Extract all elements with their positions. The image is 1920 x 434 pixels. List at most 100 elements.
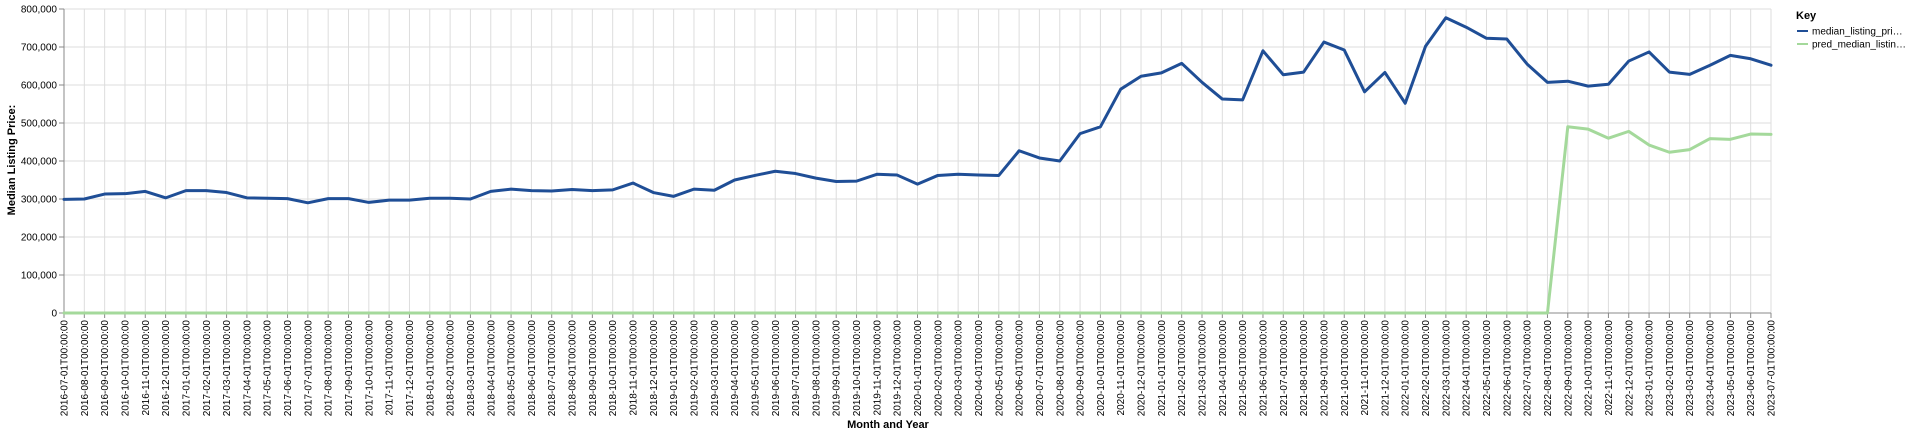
x-tick-label: 2020-05-01T00:00:00 — [994, 320, 1005, 417]
x-tick-label: 2016-08-01T00:00:00 — [80, 320, 91, 417]
x-tick-label: 2017-03-01T00:00:00 — [222, 320, 233, 417]
x-tick-label: 2022-08-01T00:00:00 — [1543, 320, 1554, 417]
x-tick-label: 2023-07-01T00:00:00 — [1767, 320, 1778, 417]
x-tick-label: 2022-07-01T00:00:00 — [1523, 320, 1534, 417]
x-tick-label: 2018-06-01T00:00:00 — [527, 320, 538, 417]
x-tick-label: 2023-03-01T00:00:00 — [1685, 320, 1696, 417]
x-tick-label: 2019-06-01T00:00:00 — [771, 320, 782, 417]
x-tick-label: 2020-03-01T00:00:00 — [954, 320, 965, 417]
x-tick-label: 2020-08-01T00:00:00 — [1055, 320, 1066, 417]
x-tick-label: 2016-12-01T00:00:00 — [161, 320, 172, 417]
x-tick-label: 2019-12-01T00:00:00 — [893, 320, 904, 417]
x-tick-label: 2023-02-01T00:00:00 — [1665, 320, 1676, 417]
x-tick-label: 2022-09-01T00:00:00 — [1563, 320, 1574, 417]
y-tick-label: 300,000 — [21, 195, 58, 206]
x-tick-label: 2019-05-01T00:00:00 — [750, 320, 761, 417]
x-tick-label: 2019-09-01T00:00:00 — [832, 320, 843, 417]
series-line-median-listing-pri — [62, 16, 1773, 205]
x-tick-label: 2023-04-01T00:00:00 — [1706, 320, 1717, 417]
x-tick-label: 2022-05-01T00:00:00 — [1482, 320, 1493, 417]
x-tick-label: 2018-11-01T00:00:00 — [629, 320, 640, 416]
legend: Key median_listing_pri… pred_median_listi… — [1796, 10, 1906, 51]
x-tick-label: 2021-01-01T00:00:00 — [1157, 320, 1168, 417]
x-axis: 2016-07-01T00:00:00 2016-08-01T00:00:00 20… — [60, 312, 1778, 417]
x-tick-label: 2021-03-01T00:00:00 — [1198, 320, 1209, 417]
y-tick-label: 200,000 — [21, 233, 58, 244]
x-tick-label: 2018-03-01T00:00:00 — [466, 320, 477, 417]
x-tick-label: 2017-01-01T00:00:00 — [181, 320, 192, 417]
x-tick-label: 2022-02-01T00:00:00 — [1421, 320, 1432, 417]
x-tick-label: 2020-09-01T00:00:00 — [1076, 320, 1087, 417]
series-line-pred-median-listin — [62, 125, 1773, 315]
x-tick-label: 2018-01-01T00:00:00 — [425, 320, 436, 417]
x-tick-label: 2021-07-01T00:00:00 — [1279, 320, 1290, 417]
y-tick-label: 400,000 — [21, 157, 58, 168]
x-tick-label: 2018-02-01T00:00:00 — [446, 320, 457, 417]
x-tick-label: 2021-04-01T00:00:00 — [1218, 320, 1229, 417]
x-tick-label: 2018-10-01T00:00:00 — [608, 320, 619, 417]
x-tick-label: 2022-01-01T00:00:00 — [1401, 320, 1412, 417]
x-tick-label: 2016-10-01T00:00:00 — [120, 320, 131, 417]
x-tick-label: 2020-04-01T00:00:00 — [974, 320, 985, 417]
x-tick-label: 2020-10-01T00:00:00 — [1096, 320, 1107, 417]
x-tick-label: 2019-04-01T00:00:00 — [730, 320, 741, 417]
x-tick-label: 2021-09-01T00:00:00 — [1319, 320, 1330, 417]
legend-title: Key — [1796, 10, 1817, 22]
x-tick-label: 2017-12-01T00:00:00 — [405, 320, 416, 417]
x-tick-label: 2019-01-01T00:00:00 — [669, 320, 680, 417]
x-tick-label: 2017-02-01T00:00:00 — [202, 320, 213, 417]
x-tick-label: 2016-09-01T00:00:00 — [100, 320, 111, 417]
x-tick-label: 2017-08-01T00:00:00 — [324, 320, 335, 417]
x-tick-label: 2022-12-01T00:00:00 — [1624, 320, 1635, 417]
x-tick-label: 2020-01-01T00:00:00 — [913, 320, 924, 417]
x-tick-label: 2022-04-01T00:00:00 — [1462, 320, 1473, 417]
x-tick-label: 2022-06-01T00:00:00 — [1502, 320, 1513, 417]
y-tick-label: 100,000 — [21, 271, 58, 282]
x-tick-label: 2019-11-01T00:00:00 — [872, 320, 883, 416]
x-tick-label: 2021-10-01T00:00:00 — [1340, 320, 1351, 417]
legend-label: pred_median_listin… — [1812, 40, 1906, 51]
x-tick-label: 2019-02-01T00:00:00 — [689, 320, 700, 417]
x-tick-label: 2020-06-01T00:00:00 — [1015, 320, 1026, 417]
y-axis-title: Median Listing Price: — [6, 105, 18, 216]
x-tick-label: 2019-07-01T00:00:00 — [791, 320, 802, 417]
x-tick-label: 2022-11-01T00:00:00 — [1604, 320, 1615, 416]
x-tick-label: 2017-10-01T00:00:00 — [364, 320, 375, 417]
x-tick-label: 2016-07-01T00:00:00 — [60, 320, 71, 417]
x-tick-label: 2019-08-01T00:00:00 — [811, 320, 822, 417]
x-tick-label: 2021-06-01T00:00:00 — [1258, 320, 1269, 417]
x-tick-label: 2022-03-01T00:00:00 — [1441, 320, 1452, 417]
x-tick-label: 2017-04-01T00:00:00 — [242, 320, 253, 417]
y-tick-label: 800,000 — [21, 5, 58, 16]
x-tick-label: 2018-12-01T00:00:00 — [649, 320, 660, 417]
x-tick-label: 2017-06-01T00:00:00 — [283, 320, 294, 417]
legend-label: median_listing_pri… — [1812, 27, 1903, 38]
x-tick-label: 2016-11-01T00:00:00 — [141, 320, 152, 416]
x-tick-label: 2019-03-01T00:00:00 — [710, 320, 721, 417]
x-tick-label: 2017-05-01T00:00:00 — [263, 320, 274, 417]
series-layer — [62, 16, 1773, 315]
x-tick-label: 2022-10-01T00:00:00 — [1584, 320, 1595, 417]
x-tick-label: 2018-05-01T00:00:00 — [507, 320, 518, 417]
y-tick-label: 600,000 — [21, 81, 58, 92]
x-tick-label: 2021-05-01T00:00:00 — [1238, 320, 1249, 417]
x-tick-label: 2023-05-01T00:00:00 — [1726, 320, 1737, 417]
x-tick-label: 2021-12-01T00:00:00 — [1380, 320, 1391, 417]
x-tick-label: 2019-10-01T00:00:00 — [852, 320, 863, 417]
x-tick-label: 2018-07-01T00:00:00 — [547, 320, 558, 417]
x-tick-label: 2017-11-01T00:00:00 — [385, 320, 396, 416]
x-tick-label: 2020-02-01T00:00:00 — [933, 320, 944, 417]
x-tick-label: 2021-08-01T00:00:00 — [1299, 320, 1310, 417]
x-tick-label: 2020-07-01T00:00:00 — [1035, 320, 1046, 417]
x-tick-label: 2021-11-01T00:00:00 — [1360, 320, 1371, 416]
x-tick-label: 2018-09-01T00:00:00 — [588, 320, 599, 417]
x-tick-label: 2023-01-01T00:00:00 — [1645, 320, 1656, 417]
x-tick-label: 2018-08-01T00:00:00 — [568, 320, 579, 417]
y-tick-label: 500,000 — [21, 119, 58, 130]
gridlines — [63, 8, 1772, 314]
x-tick-label: 2021-02-01T00:00:00 — [1177, 320, 1188, 417]
x-tick-label: 2020-11-01T00:00:00 — [1116, 320, 1127, 416]
y-tick-label: 0 — [51, 309, 57, 320]
y-tick-label: 700,000 — [21, 43, 58, 54]
